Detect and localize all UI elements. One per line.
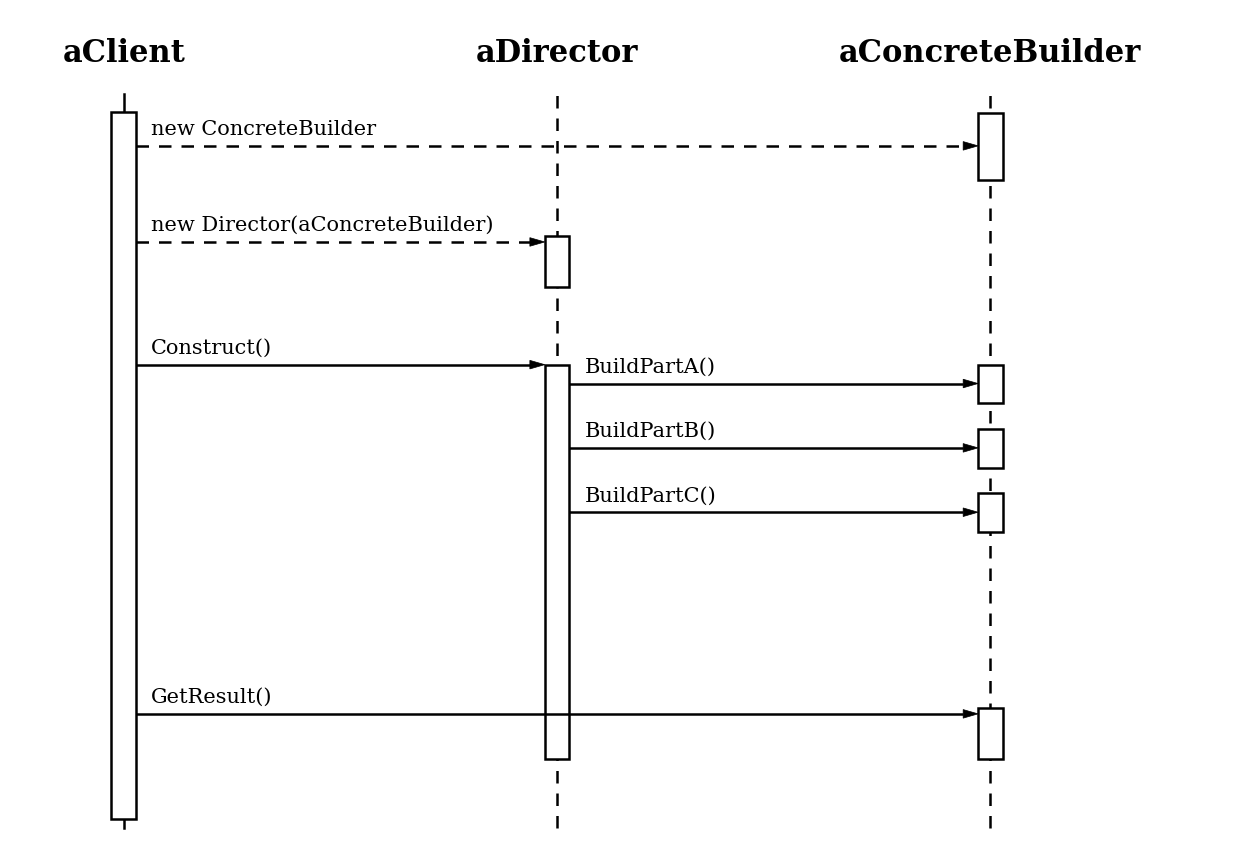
Bar xyxy=(545,236,569,287)
Bar xyxy=(545,365,569,759)
Bar xyxy=(978,365,1003,403)
Polygon shape xyxy=(530,360,545,369)
Bar xyxy=(978,493,1003,532)
Polygon shape xyxy=(963,444,978,452)
Text: new Director(aConcreteBuilder): new Director(aConcreteBuilder) xyxy=(151,216,494,235)
Bar xyxy=(978,429,1003,468)
Text: GetResult(): GetResult() xyxy=(151,688,272,707)
Text: aConcreteBuilder: aConcreteBuilder xyxy=(839,38,1141,69)
Text: aClient: aClient xyxy=(62,38,186,69)
Bar xyxy=(978,113,1003,180)
Polygon shape xyxy=(963,710,978,718)
Polygon shape xyxy=(963,508,978,517)
Polygon shape xyxy=(530,238,545,246)
Text: BuildPartA(): BuildPartA() xyxy=(584,358,716,377)
Text: BuildPartC(): BuildPartC() xyxy=(584,486,716,505)
Text: Construct(): Construct() xyxy=(151,339,272,358)
Text: aDirector: aDirector xyxy=(475,38,639,69)
Text: new ConcreteBuilder: new ConcreteBuilder xyxy=(151,120,376,139)
Text: BuildPartB(): BuildPartB() xyxy=(584,422,716,441)
Bar xyxy=(978,708,1003,759)
Bar xyxy=(111,112,136,819)
Polygon shape xyxy=(963,142,978,150)
Polygon shape xyxy=(963,379,978,388)
